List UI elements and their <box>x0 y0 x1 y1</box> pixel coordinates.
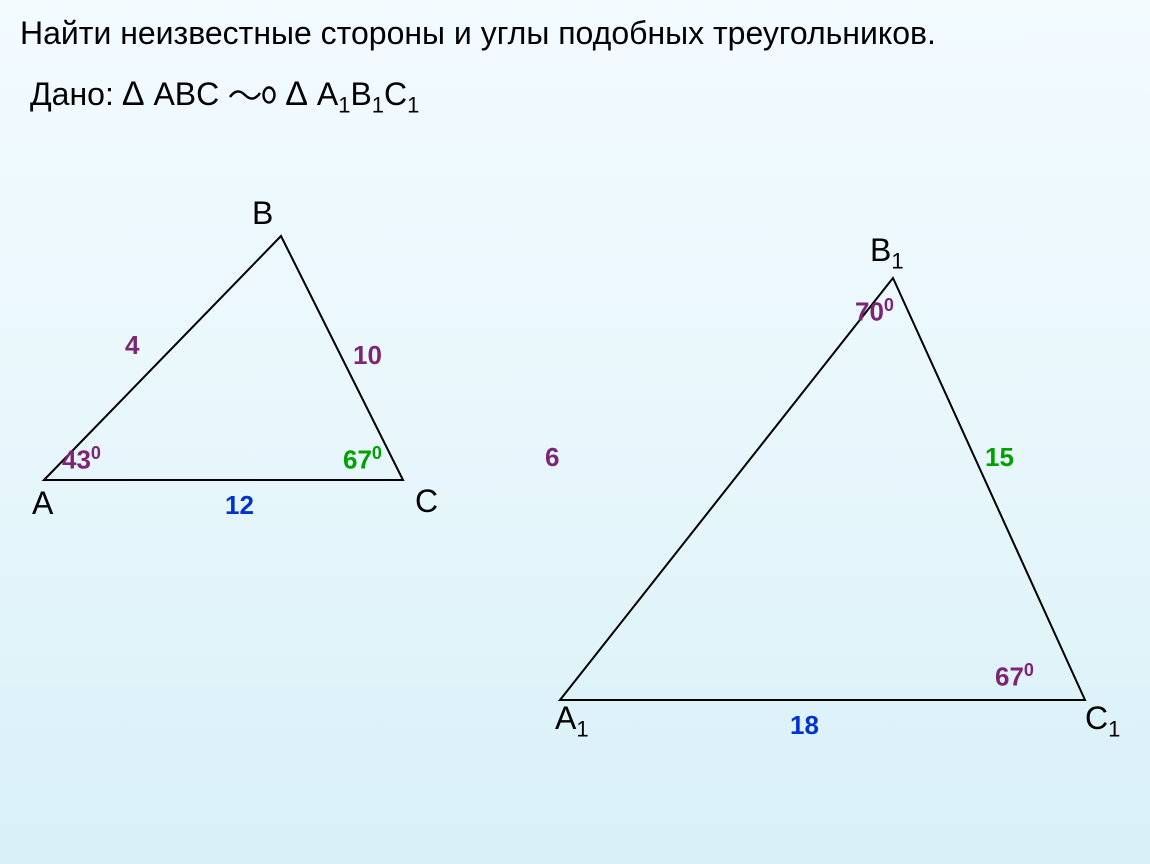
side-a1c1: 18 <box>790 710 819 741</box>
side-b1c1: 15 <box>985 442 1014 473</box>
angle-c1: 670 <box>995 660 1034 693</box>
angle-b1: 700 <box>855 295 894 328</box>
side-ab: 4 <box>125 330 139 361</box>
side-a1b1: 6 <box>545 442 559 473</box>
vertex-c1: C1 <box>1085 700 1120 742</box>
vertex-b: B <box>252 195 273 232</box>
side-bc: 10 <box>353 340 382 371</box>
vertex-a: A <box>32 485 53 522</box>
angle-c: 670 <box>343 443 382 476</box>
angle-a: 430 <box>62 443 101 476</box>
triangle2-shape <box>560 278 1085 700</box>
side-ac: 12 <box>225 490 254 521</box>
vertex-c: C <box>415 483 438 520</box>
vertex-a1: A1 <box>555 700 589 742</box>
vertex-b1: B1 <box>870 232 904 274</box>
